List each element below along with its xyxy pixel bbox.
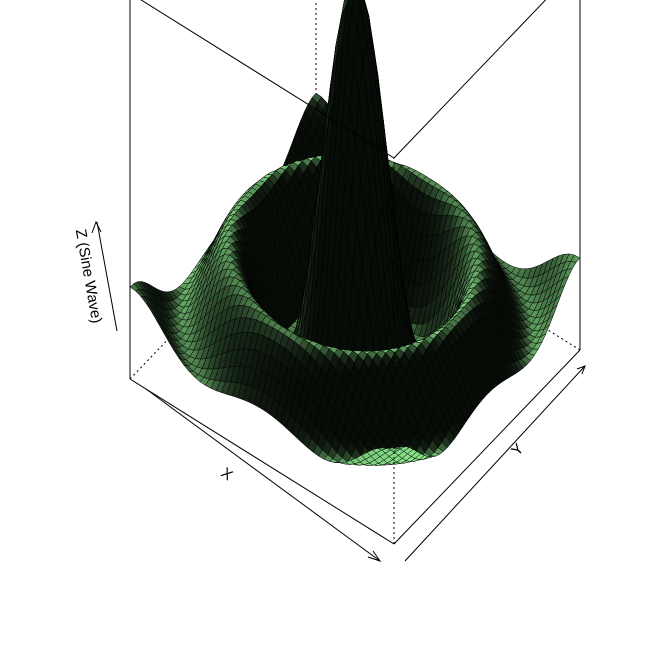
- y-axis-arrow: [404, 365, 586, 562]
- box-edge-top: [140, 0, 395, 159]
- surface-facet: [388, 447, 399, 453]
- y-axis-label: Y: [508, 440, 527, 459]
- z-axis-label: Z (Sine Wave): [72, 228, 105, 325]
- z-axis-arrow: [91, 220, 118, 332]
- box-edge-top: [393, 0, 547, 159]
- x-axis-arrow: [145, 388, 382, 562]
- bounding-box-front-edges: [129, 0, 581, 545]
- box-edge-front-bottom: [393, 349, 581, 545]
- surface-mesh: [129, 0, 581, 466]
- x-axis-label: X: [218, 465, 236, 485]
- box-edge-front-bottom: [129, 378, 395, 545]
